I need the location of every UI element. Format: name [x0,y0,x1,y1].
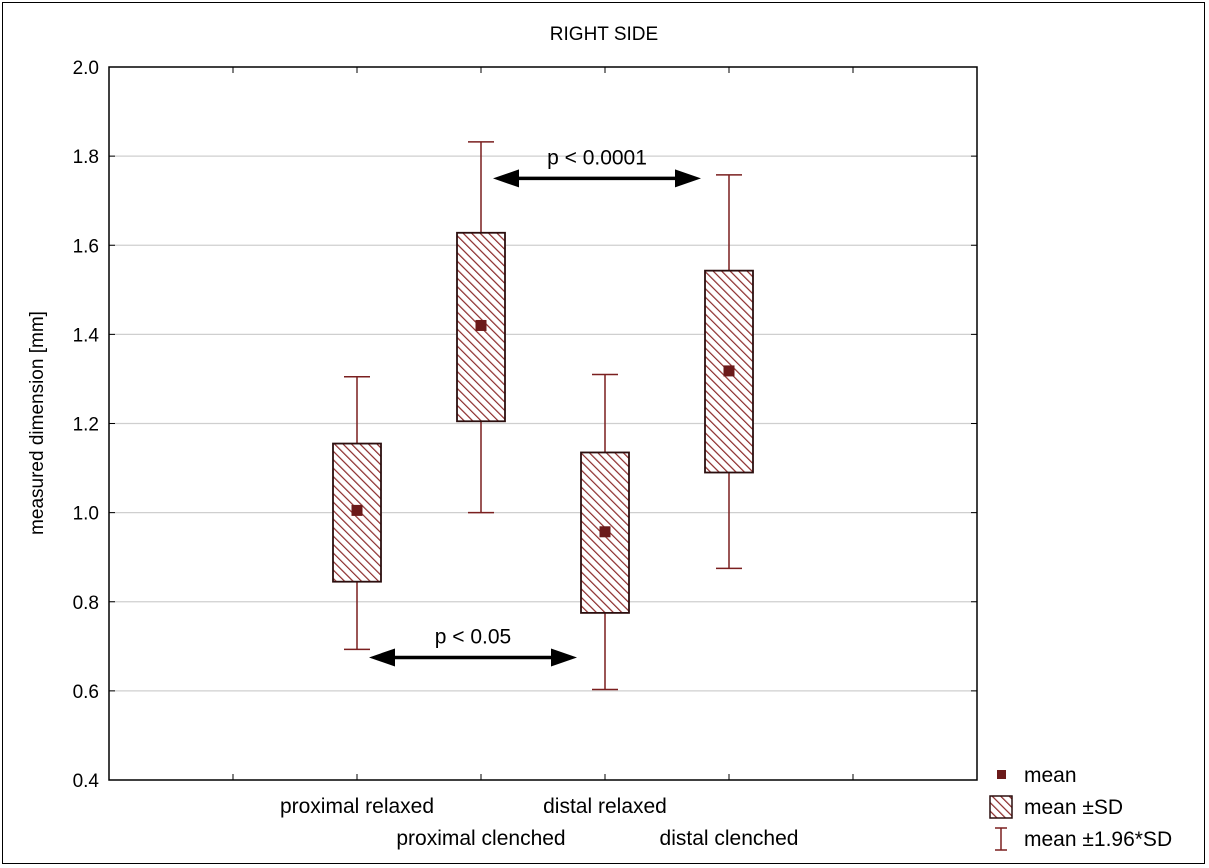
box-group [456,141,506,514]
arrow-head-right [675,169,701,188]
box-group [580,373,630,691]
plot-border [108,66,978,781]
y-tick-label: 1.6 [73,236,99,257]
arrow-head-left [493,169,519,188]
plot-area [332,141,754,691]
arrow-head-right [551,648,577,667]
significance-annotation: p < 0.05 [369,625,577,667]
chart-title: RIGHT SIDE [550,24,658,45]
x-tick-label: distal clenched [660,827,799,850]
mean-marker [723,365,735,377]
box-plot-chart: RIGHT SIDE measured dimension [mm] 0.40.… [27,24,1172,851]
y-tick-label: 1.8 [73,147,99,168]
x-tick-label: proximal clenched [396,827,565,850]
legend: mean mean ±SD mean ±1.96*SD [989,764,1172,851]
y-tick-label: 0.4 [73,771,100,792]
legend-label: mean ±1.96*SD [1024,828,1172,851]
box-group [332,375,382,651]
y-tick-label: 1.0 [73,504,99,525]
y-tick-label: 1.4 [73,325,100,346]
y-tick-label: 0.6 [73,682,99,703]
box-group [704,174,754,570]
x-tick-label: distal relaxed [543,795,667,818]
mean-marker [351,504,363,516]
legend-label: mean ±SD [1024,796,1123,819]
y-tick-label: 1.2 [73,415,99,436]
legend-sd-swatch [989,795,1013,819]
significance-annotation: p < 0.0001 [493,146,701,188]
x-tick-label: proximal relaxed [280,795,434,818]
legend-label: mean [1024,764,1077,787]
y-tick-label: 2.0 [73,58,99,79]
mean-marker [475,319,487,331]
y-axis-label: measured dimension [mm] [27,311,48,535]
mean-marker [599,526,611,538]
y-tick-label: 0.8 [73,593,99,614]
legend-mean-marker [997,770,1006,779]
arrow-head-left [369,648,395,667]
legend-whisker-swatch [995,827,1007,851]
annotations: p < 0.0001 p < 0.05 [369,146,701,667]
annotation-label: p < 0.05 [435,625,511,648]
grid-lines: 0.4 0.6 0.8 1.0 1.2 1.4 1.6 1.8 2.0 proximal rela… [73,58,978,850]
annotation-label: p < 0.0001 [547,146,647,169]
